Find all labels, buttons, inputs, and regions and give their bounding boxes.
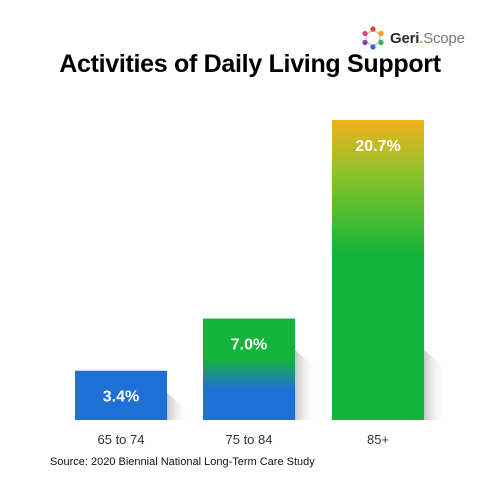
geriscope-logo-text: Geri.Scope (390, 29, 465, 47)
bar-shadow (424, 350, 446, 420)
category-label: 75 to 84 (226, 432, 273, 447)
value-label: 20.7% (355, 138, 400, 155)
category-labels: 65 to 74 75 to 84 85+ (98, 432, 390, 447)
value-label: 3.4% (103, 389, 139, 406)
bar-shadow (295, 350, 317, 420)
bar-shadows (167, 350, 446, 420)
geriscope-logo-icon (362, 26, 384, 50)
bar-75-to-84 (203, 318, 295, 420)
bar-65-to-74 (75, 370, 167, 420)
chart-title: Activities of Daily Living Support (59, 50, 441, 78)
bar-shadow (167, 392, 189, 420)
geriscope-logo: Geri.Scope (360, 24, 480, 52)
value-label: 7.0% (231, 337, 267, 354)
bar-85plus (332, 120, 424, 420)
category-label: 65 to 74 (98, 432, 145, 447)
bars (75, 120, 424, 420)
value-labels: 3.4% 7.0% 20.7% (103, 138, 401, 406)
category-label: 85+ (367, 432, 389, 447)
source-note: Source: 2020 Biennial National Long-Term… (50, 456, 315, 468)
